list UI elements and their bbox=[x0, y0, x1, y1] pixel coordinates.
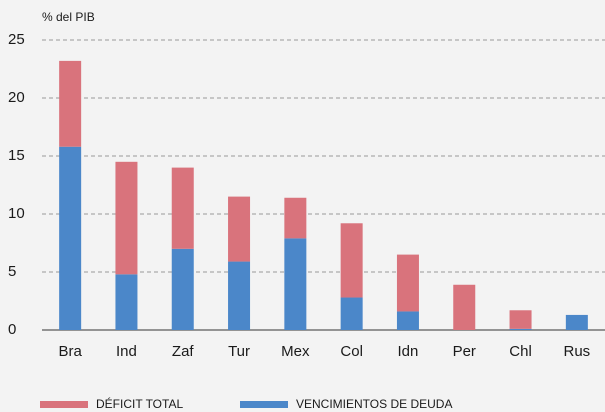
x-tick-label: Col bbox=[340, 343, 363, 360]
x-tick-label: Tur bbox=[228, 343, 250, 360]
x-tick-label: Rus bbox=[564, 343, 591, 360]
bar-segment bbox=[565, 314, 588, 330]
x-tick-label: Ind bbox=[116, 343, 137, 360]
y-tick-label: 0 bbox=[8, 321, 16, 338]
bar-segment bbox=[59, 60, 82, 147]
bar-segment bbox=[115, 161, 138, 275]
legend-label: VENCIMIENTOS DE DEUDA bbox=[296, 397, 452, 411]
bar-segment bbox=[284, 238, 307, 330]
legend-swatch bbox=[240, 401, 288, 408]
x-tick-label: Mex bbox=[281, 343, 310, 360]
bar-segment bbox=[453, 284, 476, 330]
bar-segment bbox=[509, 328, 532, 330]
bar-segment bbox=[396, 311, 419, 330]
x-tick-label: Bra bbox=[58, 343, 82, 360]
y-tick-label: 10 bbox=[8, 205, 25, 222]
bar-segment bbox=[340, 223, 363, 298]
bar-segment bbox=[509, 310, 532, 329]
x-tick-label: Chl bbox=[509, 343, 532, 360]
bar-segment bbox=[340, 297, 363, 330]
y-tick-label: 5 bbox=[8, 263, 16, 280]
x-tick-label: Per bbox=[453, 343, 476, 360]
bar-segment bbox=[115, 274, 138, 330]
bar-segment bbox=[228, 261, 251, 330]
bar-segment bbox=[171, 167, 194, 249]
bar-segment bbox=[396, 254, 419, 312]
y-axis-label: % del PIB bbox=[42, 10, 95, 24]
y-tick-label: 15 bbox=[8, 147, 25, 164]
bar-segment bbox=[228, 196, 251, 262]
y-tick-label: 20 bbox=[8, 89, 25, 106]
legend-label: DÉFICIT TOTAL bbox=[96, 396, 183, 411]
x-tick-label: Idn bbox=[398, 343, 419, 360]
bar-segment bbox=[171, 248, 194, 330]
bar-segment bbox=[284, 197, 307, 239]
bar-segment bbox=[59, 146, 82, 330]
legend-swatch bbox=[40, 401, 88, 408]
y-tick-label: 25 bbox=[8, 31, 25, 48]
x-tick-label: Zaf bbox=[172, 343, 195, 360]
